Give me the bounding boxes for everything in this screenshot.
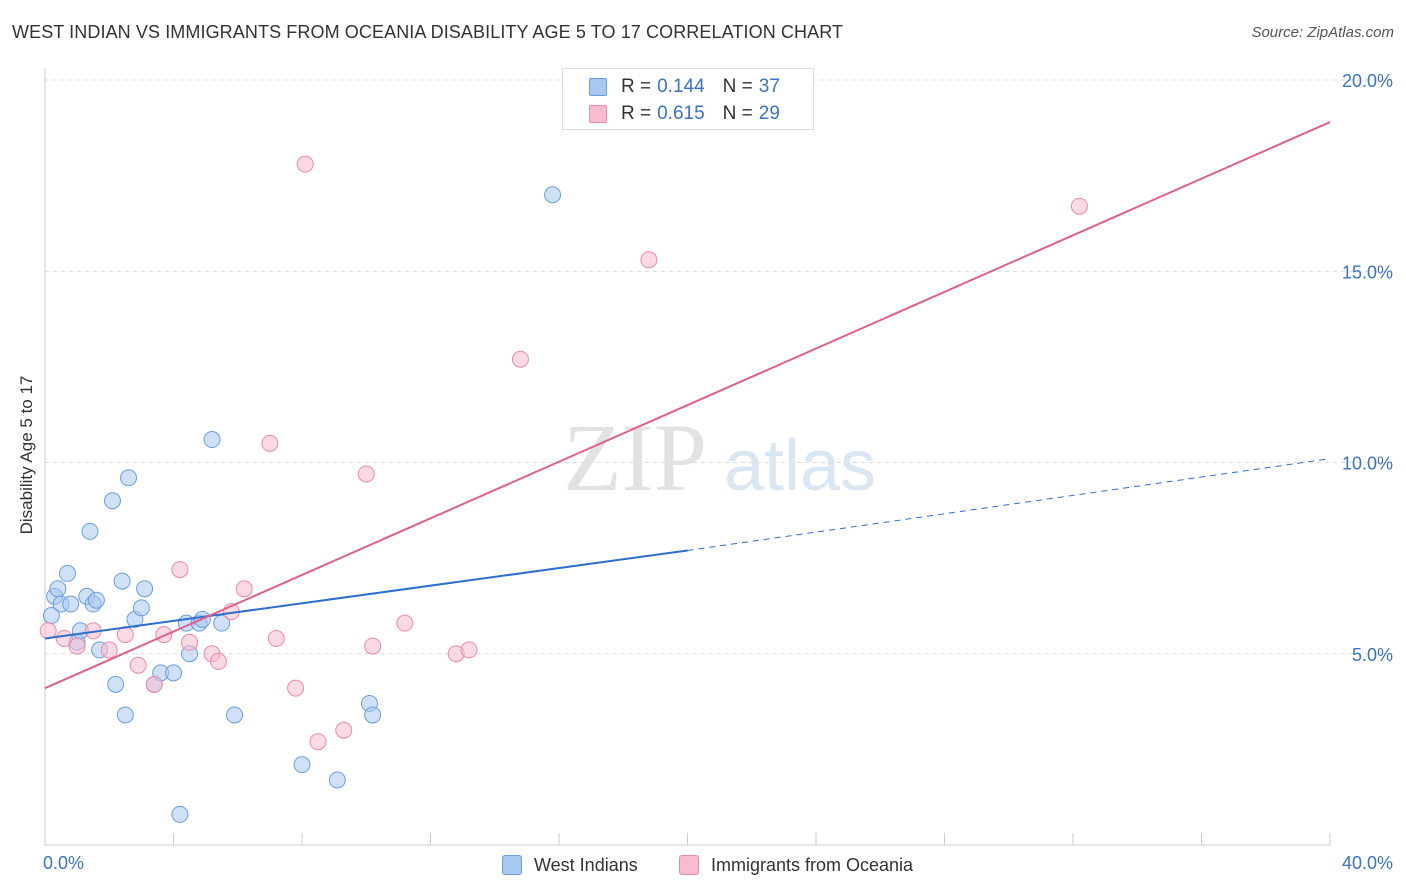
trendline-west-indians: [44, 549, 688, 640]
data-point-west-indians: [81, 522, 99, 540]
legend-r-value: 0.144: [657, 76, 705, 97]
legend-row-oceania: R = 0.615 N = 29: [589, 101, 780, 127]
source-label: Source: ZipAtlas.com: [1251, 24, 1394, 41]
data-point-oceania: [287, 679, 305, 697]
data-point-west-indians: [328, 771, 346, 789]
legend-item-west-indians: West Indians: [502, 852, 638, 878]
legend-n-label: N =: [722, 76, 753, 97]
legend-item-oceania: Immigrants from Oceania: [679, 852, 913, 878]
data-point-oceania: [235, 580, 253, 598]
trendline-west-indians-extension: [687, 458, 1331, 551]
data-point-oceania: [261, 434, 279, 452]
data-point-west-indians: [113, 572, 131, 590]
data-point-oceania: [209, 652, 227, 670]
trendline-oceania: [44, 121, 1331, 690]
data-point-west-indians: [203, 431, 221, 449]
data-point-oceania: [511, 350, 529, 368]
data-point-oceania: [357, 465, 375, 483]
data-point-west-indians: [165, 664, 182, 682]
watermark-atlas: atlas: [724, 426, 876, 506]
y-tick-label: 20.0%: [1342, 71, 1393, 91]
y-tick-label: 5.0%: [1352, 645, 1393, 665]
legend-n-value: 37: [758, 76, 780, 97]
data-point-oceania: [640, 251, 658, 269]
data-point-oceania: [296, 155, 314, 173]
data-point-oceania: [181, 633, 199, 651]
data-point-oceania: [364, 637, 382, 655]
data-point-west-indians: [364, 706, 382, 724]
legend-swatch-pink: [679, 855, 699, 875]
data-point-west-indians: [171, 805, 189, 823]
watermark-zip: ZIP: [563, 404, 707, 511]
data-point-west-indians: [544, 186, 562, 204]
data-point-west-indians: [116, 706, 134, 724]
data-point-west-indians: [87, 591, 105, 609]
data-point-west-indians: [103, 492, 121, 510]
data-point-oceania: [1070, 197, 1088, 215]
y-tick-label: 10.0%: [1342, 454, 1393, 474]
x-tick-label: 0.0%: [43, 853, 84, 873]
data-point-west-indians: [107, 675, 125, 693]
data-point-oceania: [460, 641, 478, 659]
data-point-oceania: [335, 721, 353, 739]
data-point-west-indians: [293, 756, 311, 774]
data-point-oceania: [396, 614, 414, 632]
data-point-west-indians: [132, 599, 150, 617]
legend-n-label: N =: [722, 103, 753, 124]
data-point-oceania: [267, 629, 285, 647]
data-point-west-indians: [120, 469, 138, 487]
data-point-oceania: [155, 626, 173, 644]
data-point-west-indians: [226, 706, 244, 724]
data-point-west-indians: [49, 580, 67, 598]
data-point-oceania: [145, 675, 163, 693]
correlation-legend: R = 0.144 N = 37 R = 0.615 N = 29: [562, 68, 814, 130]
chart-title: WEST INDIAN VS IMMIGRANTS FROM OCEANIA D…: [12, 22, 844, 42]
legend-r-label: R =: [621, 76, 652, 97]
data-point-oceania: [100, 641, 118, 659]
legend-r-label: R =: [621, 103, 652, 124]
legend-label-oceania: Immigrants from Oceania: [711, 854, 914, 875]
data-point-west-indians: [136, 580, 154, 598]
data-point-west-indians: [62, 595, 80, 613]
legend-row-west-indians: R = 0.144 N = 37: [589, 74, 780, 100]
data-point-west-indians: [58, 564, 76, 582]
x-tick-label: 40.0%: [1342, 853, 1393, 873]
legend-label-west-indians: West Indians: [534, 854, 638, 875]
legend-r-value: 0.615: [657, 103, 705, 124]
legend-swatch-blue: [589, 78, 607, 96]
series-legend: West Indians Immigrants from Oceania: [0, 852, 1406, 878]
data-point-oceania: [171, 561, 189, 579]
y-tick-label: 15.0%: [1342, 262, 1393, 282]
legend-swatch-pink: [589, 105, 607, 123]
legend-swatch-blue: [502, 855, 522, 875]
data-point-oceania: [68, 637, 86, 655]
legend-n-value: 29: [758, 103, 780, 124]
data-point-oceania: [129, 656, 147, 674]
data-point-oceania: [309, 733, 327, 751]
